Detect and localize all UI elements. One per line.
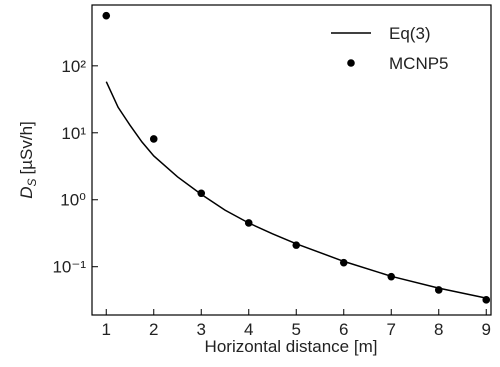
y-tick-label: 10¹: [61, 124, 86, 143]
y-label-sub: S: [25, 178, 39, 186]
data-point: [482, 296, 491, 304]
legend-label: Eq(3): [389, 24, 431, 43]
x-tick-label: 6: [339, 320, 348, 339]
y-label-main: D: [17, 187, 36, 199]
x-tick-label: 1: [102, 320, 111, 339]
x-tick-label: 3: [197, 320, 206, 339]
data-point: [434, 286, 443, 294]
data-point: [292, 241, 301, 249]
x-tick-label: 9: [482, 320, 491, 339]
x-tick-label: 4: [244, 320, 253, 339]
y-tick-label: 10²: [61, 57, 86, 76]
plot-frame: [91, 4, 492, 316]
data-point: [387, 272, 396, 281]
y-axis-label: DS [µSv/h]: [17, 121, 39, 199]
x-tick-label: 5: [292, 320, 301, 339]
data-line: [105, 81, 487, 299]
legend-marker: [347, 59, 355, 67]
y-tick-label: 10⁻¹: [52, 258, 86, 277]
data-point: [339, 258, 348, 267]
data-point: [197, 189, 206, 198]
legend-label: MCNP5: [389, 54, 449, 73]
data-point: [102, 11, 111, 20]
x-tick-label: 8: [434, 320, 443, 339]
x-tick-label: 7: [387, 320, 396, 339]
data-point: [244, 219, 253, 227]
x-tick-label: 2: [149, 320, 158, 339]
data-point: [149, 135, 158, 143]
x-axis-label: Horizontal distance [m]: [205, 337, 378, 356]
y-tick-label: 10⁰: [60, 191, 86, 210]
y-label-unit: [µSv/h]: [17, 121, 36, 174]
